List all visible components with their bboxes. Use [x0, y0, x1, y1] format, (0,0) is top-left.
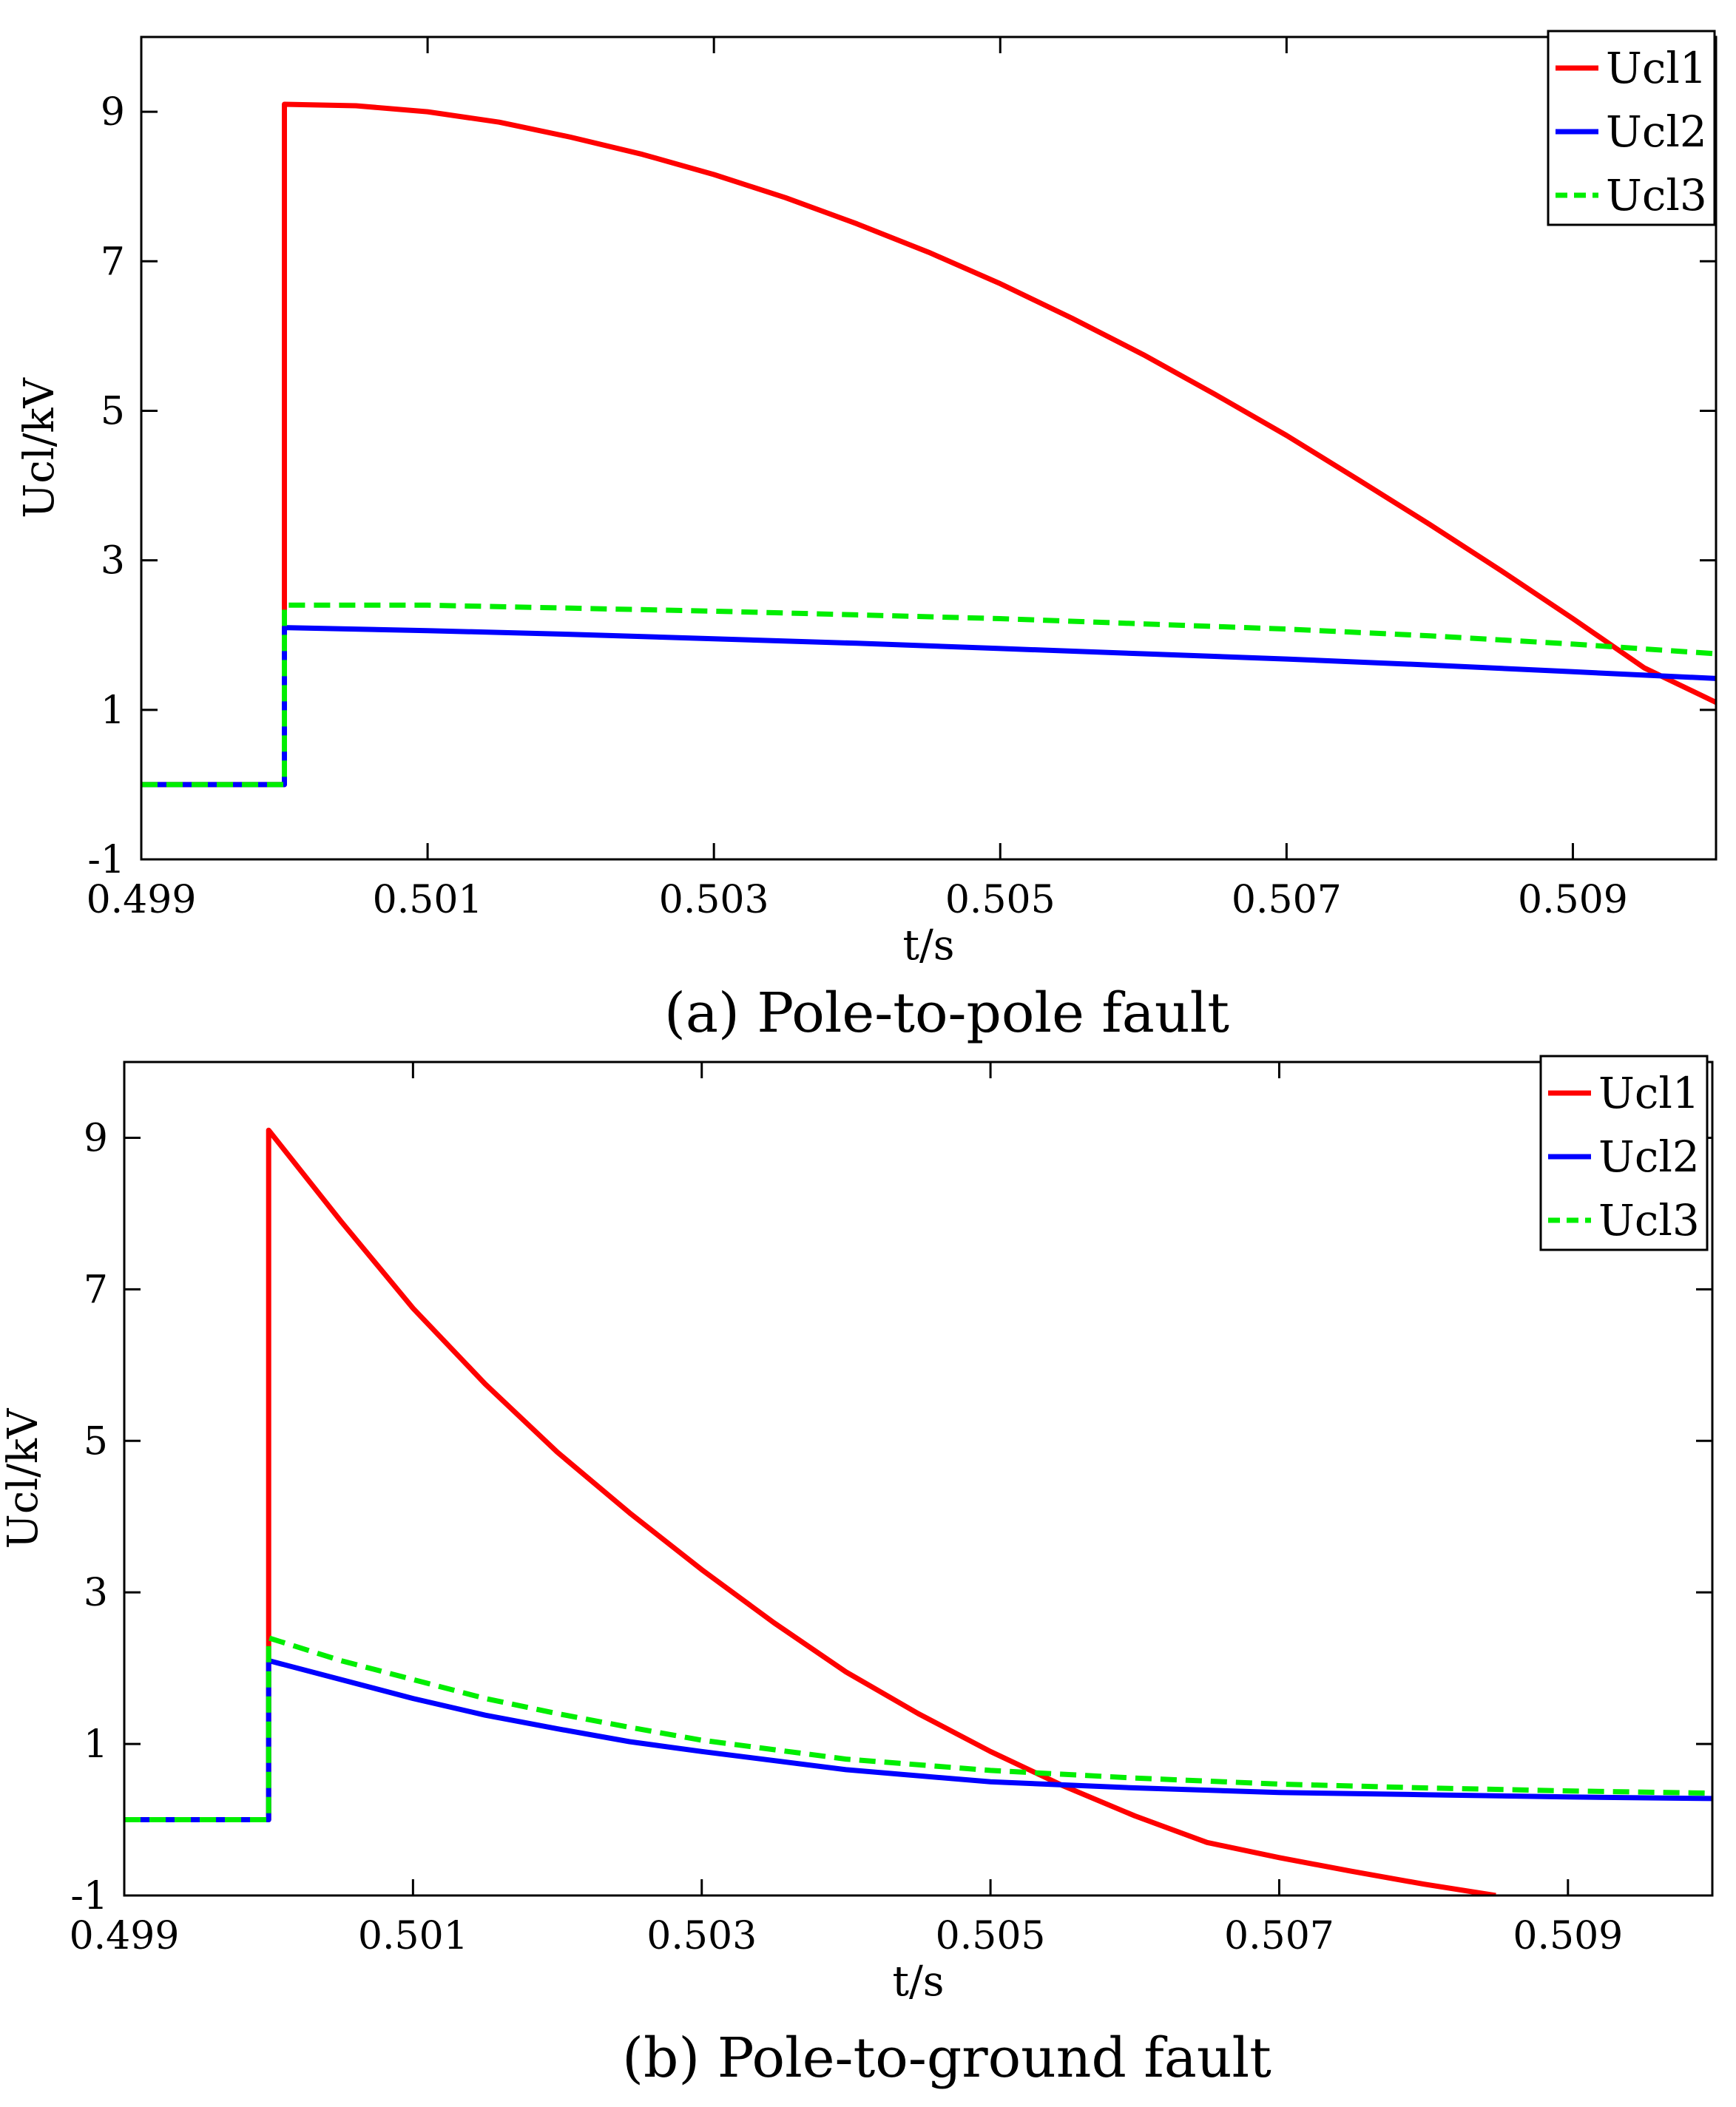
legend-label-ucl3-a: Ucl3: [1606, 170, 1707, 220]
y-tick-label-a-3: 5: [101, 389, 125, 433]
panel-caption-a: (a) Pole-to-pole fault: [664, 981, 1229, 1045]
x-tick-label-a-4: 0.507: [1232, 878, 1342, 922]
series-line-ucl3-a: [141, 602, 1716, 788]
y-tick-label-b-3: 5: [84, 1419, 108, 1464]
series-line-ucl1-a: [141, 101, 1716, 788]
y-tick-label-b-1: 1: [84, 1722, 108, 1767]
y-tick-label-b-4: 7: [84, 1268, 108, 1312]
legend-label-ucl2-a: Ucl2: [1606, 106, 1707, 157]
x-tick-label-a-1: 0.501: [373, 878, 483, 922]
axes-box-a: [140, 35, 1718, 861]
y-tick-label-b-2: 3: [84, 1571, 108, 1615]
x-axis-label-a: t/s: [902, 921, 954, 970]
x-tick-label-b-4: 0.507: [1224, 1914, 1334, 1958]
legend-b: Ucl1 Ucl2 Ucl3: [1539, 1055, 1709, 1251]
y-axis-label-a: Ucl/kV: [16, 377, 64, 518]
series-line-ucl2-b: [124, 1657, 1712, 1822]
y-tick-label-a-2: 3: [101, 539, 125, 584]
chart-panel-b: 0.499 0.501 0.503 0.505 0.507 0.509 -1 1 3 5 7 9 t/s…: [0, 1055, 1714, 2090]
y-tick-label-a-1: 1: [101, 689, 125, 733]
y-tick-label-a-5: 9: [101, 90, 125, 135]
y-tick-label-a-0: -1: [87, 838, 125, 882]
series-line-ucl3-b: [124, 1635, 1712, 1822]
legend-label-ucl2-b: Ucl2: [1598, 1132, 1700, 1182]
legend-box-a: [1547, 30, 1716, 226]
x-tick-label-b-0: 0.499: [70, 1914, 180, 1958]
legend-label-ucl1-a: Ucl1: [1606, 43, 1707, 93]
x-tick-label-b-2: 0.503: [646, 1914, 757, 1958]
x-tick-label-b-3: 0.505: [936, 1914, 1046, 1958]
x-tick-label-b-1: 0.501: [358, 1914, 468, 1958]
x-tick-label-a-2: 0.503: [659, 878, 769, 922]
series-line-ucl1-b: [124, 1127, 1496, 1895]
x-tick-label-a-5: 0.509: [1518, 878, 1628, 922]
y-tick-label-b-5: 9: [84, 1116, 108, 1160]
x-tick-label-a-0: 0.499: [87, 878, 197, 922]
y-tick-label-a-4: 7: [101, 240, 125, 284]
legend-label-ucl3-b: Ucl3: [1598, 1195, 1700, 1245]
chart-panel-a: 0.499 0.501 0.503 0.505 0.507 0.509 -1 1 3 5 7 9 t/s…: [16, 30, 1718, 1045]
series-line-ucl2-a: [141, 625, 1716, 788]
y-tick-label-b-0: -1: [70, 1874, 108, 1918]
y-axis-label-b: Ucl/kV: [0, 1407, 47, 1549]
legend-a: Ucl1 Ucl2 Ucl3: [1547, 30, 1716, 226]
panel-caption-b: (b) Pole-to-ground fault: [622, 2026, 1271, 2090]
legend-label-ucl1-b: Ucl1: [1598, 1068, 1700, 1118]
x-tick-label-a-3: 0.505: [945, 878, 1056, 922]
axes-box-b: [123, 1061, 1714, 1897]
x-axis-label-b: t/s: [892, 1958, 944, 2006]
x-tick-label-b-5: 0.509: [1513, 1914, 1623, 1958]
legend-box-b: [1539, 1055, 1709, 1251]
